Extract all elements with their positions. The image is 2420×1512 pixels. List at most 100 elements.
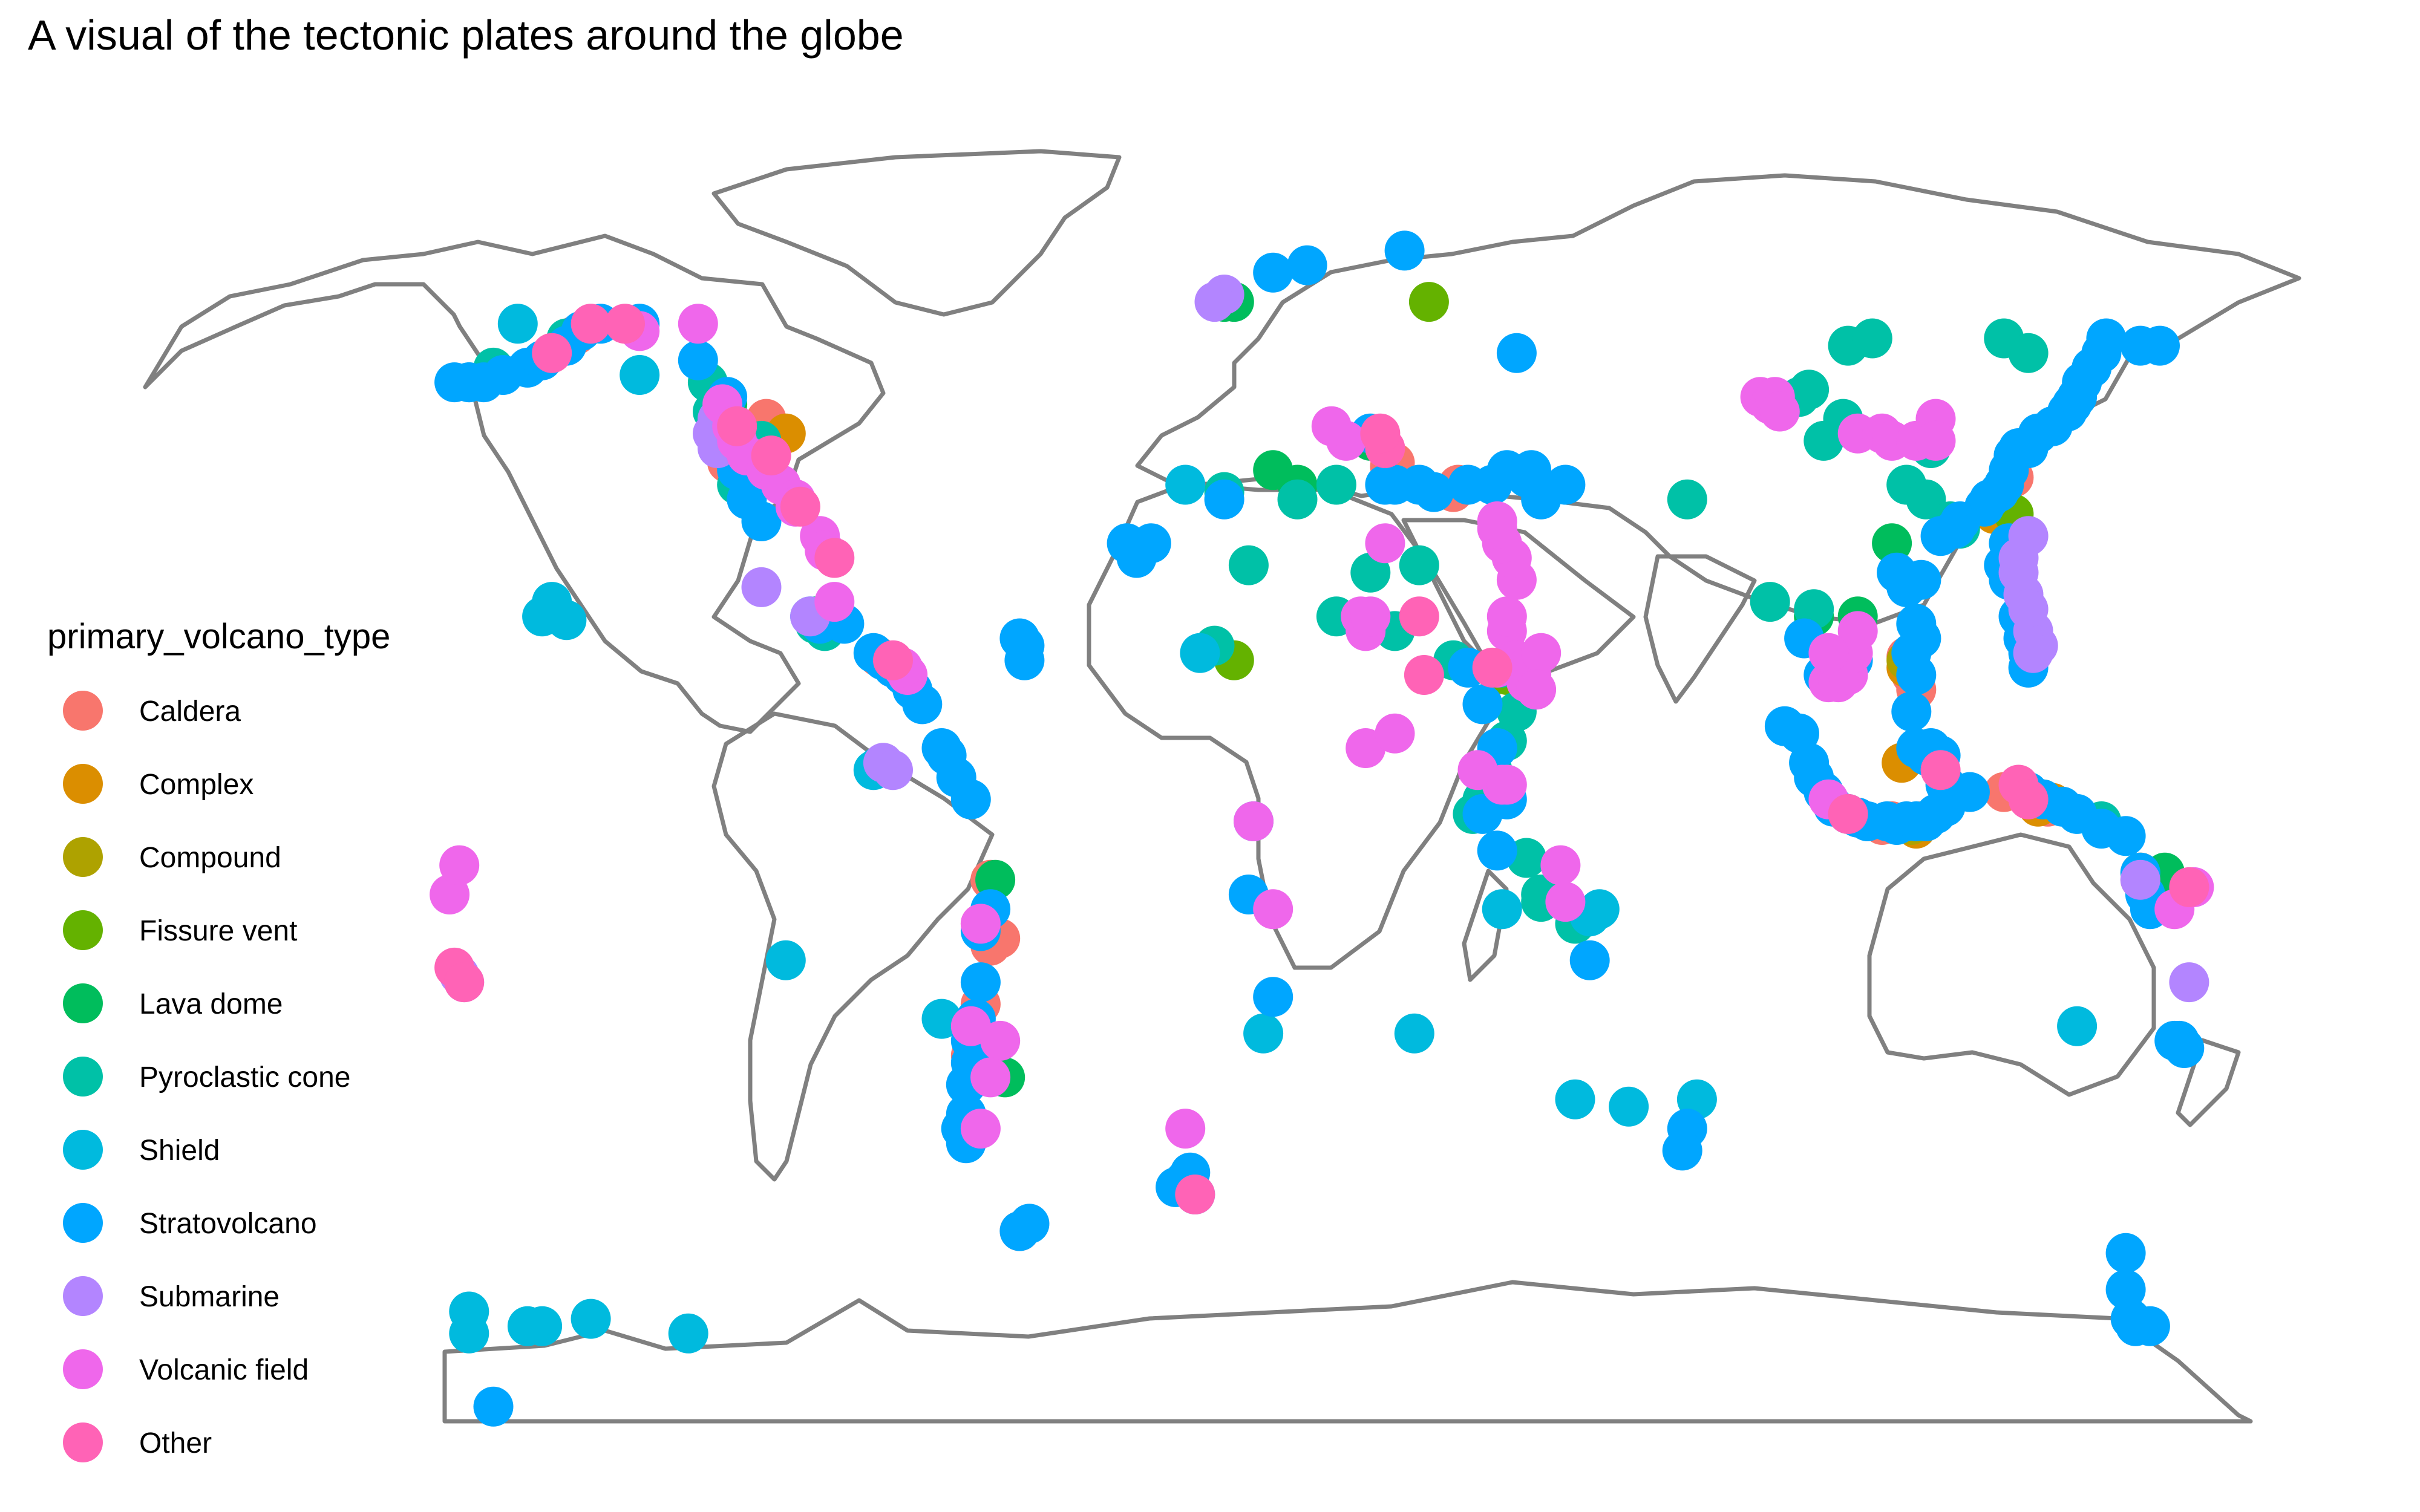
legend-label: Compound (139, 842, 281, 874)
volcano-point (1579, 889, 1620, 930)
legend: primary_volcano_type Caldera Complex Compo… (47, 617, 390, 1462)
volcano-point (950, 779, 991, 820)
legend-item: Volcanic field (63, 1349, 309, 1389)
volcano-point (1009, 1204, 1050, 1244)
volcano-point (1365, 464, 1405, 505)
volcano-point (1896, 604, 1937, 644)
volcano-point (449, 1313, 489, 1354)
antarctica-outline (442, 1280, 2253, 1424)
legend-item: Shield (63, 1130, 220, 1170)
volcano-point (2008, 779, 2049, 820)
volcano-point (1750, 582, 1790, 622)
volcano-point (975, 859, 1016, 900)
volcano-point (2169, 962, 2209, 1003)
legend-item: Caldera (63, 691, 241, 731)
legend-item: Lava dome (63, 983, 283, 1023)
volcano-point (571, 304, 611, 344)
volcano-point (678, 340, 718, 380)
legend-label: Lava dome (139, 988, 283, 1020)
volcano-point (1545, 882, 1586, 922)
volcano-point (1350, 596, 1391, 637)
volcano-point (2008, 333, 2049, 373)
volcano-point (2057, 1006, 2098, 1046)
legend-item: Complex (63, 764, 253, 804)
volcano-point (2164, 1028, 2205, 1068)
madagascar-outline (1462, 868, 1509, 982)
volcano-point (507, 1306, 548, 1346)
volcano-point (1399, 596, 1439, 637)
volcano-point (1872, 523, 1912, 564)
volcano-point (1234, 801, 1274, 841)
volcano-point (532, 333, 572, 373)
volcano-point (444, 962, 485, 1003)
legend-label: Volcanic field (139, 1354, 309, 1386)
volcano-point (1394, 1013, 1434, 1054)
volcano-point (1472, 647, 1512, 688)
volcano-point (1609, 1086, 1649, 1127)
volcano-point (1404, 655, 1444, 695)
legend-label: Complex (139, 769, 253, 801)
legend-label: Stratovolcano (139, 1208, 317, 1240)
volcano-point (1004, 625, 1045, 666)
volcano-point (1569, 940, 1610, 980)
legend-label: Other (139, 1427, 212, 1459)
legend-item: Fissure vent (63, 910, 297, 950)
legend-label: Submarine (139, 1281, 280, 1313)
volcano-point (1228, 545, 1269, 585)
volcano-point (1365, 523, 1405, 564)
india-outline (1643, 554, 1757, 704)
volcano-point (1496, 333, 1537, 373)
volcano-point (532, 582, 572, 622)
volcano-point (980, 1020, 1021, 1061)
volcano-point (2105, 1233, 2146, 1273)
legend-item: Other (63, 1422, 212, 1462)
legend-label: Shield (139, 1135, 220, 1167)
volcano-point (1194, 282, 1235, 322)
volcano-point (1462, 684, 1503, 725)
volcano-point (1316, 464, 1356, 505)
legend-item: Submarine (63, 1276, 280, 1316)
volcano-point (1375, 713, 1415, 754)
legend-key (63, 1130, 103, 1170)
volcano-point (1920, 750, 1961, 790)
legend-key (63, 1203, 103, 1243)
volcano-point (1764, 706, 1805, 746)
volcano-point (1949, 772, 1990, 812)
legend-title: primary_volcano_type (47, 617, 390, 656)
volcano-point (1808, 633, 1849, 673)
new-zealand-outline (2176, 1038, 2241, 1127)
legend-item: Pyroclastic cone (63, 1057, 350, 1097)
volcano-point (1243, 1013, 1284, 1054)
legend-key (63, 1349, 103, 1389)
volcano-point (620, 355, 660, 395)
volcano-point (1360, 413, 1401, 454)
volcano-point (960, 962, 1001, 1003)
volcano-point (2130, 1306, 2170, 1346)
volcano-point (970, 1057, 1011, 1098)
volcano-point (751, 435, 791, 476)
volcano-point (1896, 655, 1937, 695)
legend-key (63, 764, 103, 804)
legend-item: Compound (63, 837, 281, 877)
volcano-point (1516, 670, 1557, 710)
legend-item: Stratovolcano (63, 1203, 317, 1243)
volcano-point (668, 1313, 708, 1354)
legend-key (63, 837, 103, 877)
volcano-point (1287, 245, 1327, 285)
volcano-point (1915, 420, 1956, 461)
volcano-point (1477, 830, 1517, 871)
volcano-point (678, 304, 718, 344)
volcano-point (741, 501, 782, 541)
volcano-point (814, 538, 855, 578)
volcano-point (1486, 764, 1527, 805)
volcano-point (1253, 977, 1293, 1017)
europe-asia-outline (1135, 173, 2301, 625)
volcano-point (780, 486, 820, 527)
legend-key (63, 691, 103, 731)
volcano-point (1486, 596, 1527, 637)
volcano-point (1408, 282, 1449, 322)
volcano-point (717, 406, 757, 446)
volcano-point (2140, 325, 2180, 366)
volcano-point (1540, 845, 1581, 885)
volcano-point (1555, 1079, 1595, 1119)
